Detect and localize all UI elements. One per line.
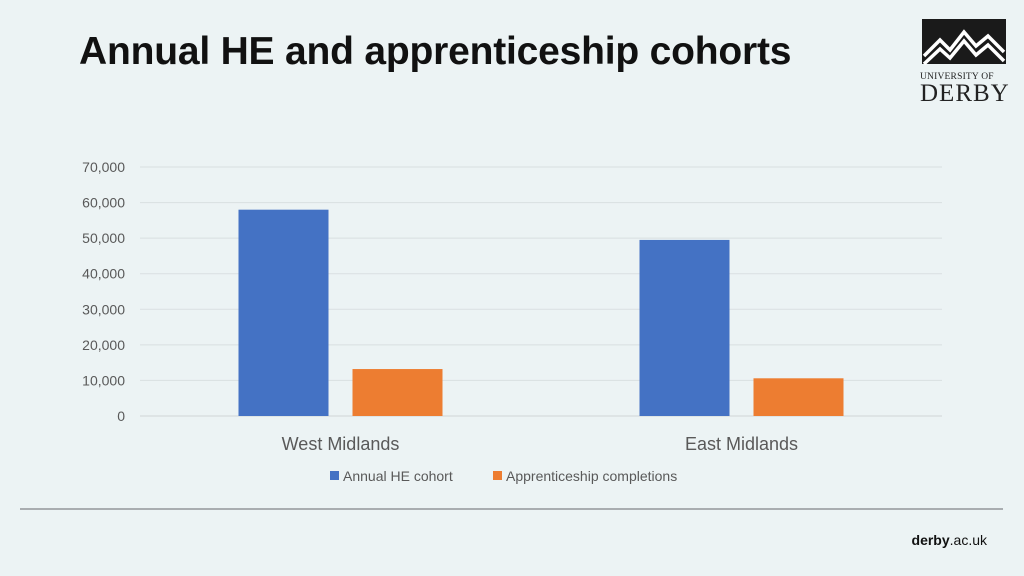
bar (352, 369, 443, 416)
bar (238, 209, 329, 416)
y-tick-label: 30,000 (82, 301, 125, 317)
x-category-label: East Midlands (685, 434, 798, 454)
university-logo: UNIVERSITY OF DERBY (920, 18, 1010, 108)
y-tick-label: 50,000 (82, 230, 125, 246)
y-tick-label: 40,000 (82, 266, 125, 282)
slide-title: Annual HE and apprenticeship cohorts (79, 30, 792, 73)
legend-label: Apprenticeship completions (506, 468, 677, 484)
bar-chart: 0 10,000 20,000 30,000 40,000 50,000 60,000 70,… (82, 159, 942, 484)
y-tick-label: 70,000 (82, 159, 125, 175)
y-tick-label: 60,000 (82, 195, 125, 211)
x-category-label: West Midlands (282, 434, 400, 454)
legend-swatch (330, 471, 339, 480)
y-tick-label: 0 (117, 408, 125, 424)
logo-text-derby: DERBY (920, 80, 1010, 107)
footer-divider (20, 508, 1003, 510)
y-tick-label: 20,000 (82, 337, 125, 353)
legend-label: Annual HE cohort (343, 468, 453, 484)
legend-swatch (493, 471, 502, 480)
footer-url-domain: derby (911, 532, 950, 548)
y-tick-label: 10,000 (82, 372, 125, 388)
logo-text-university-of: UNIVERSITY OF (920, 72, 994, 82)
bar (639, 239, 730, 416)
footer-url-suffix: .ac.uk (949, 532, 987, 548)
mountains-logo-icon (922, 19, 1006, 66)
bar (753, 378, 844, 416)
footer-url[interactable]: derby.ac.uk (912, 532, 987, 548)
